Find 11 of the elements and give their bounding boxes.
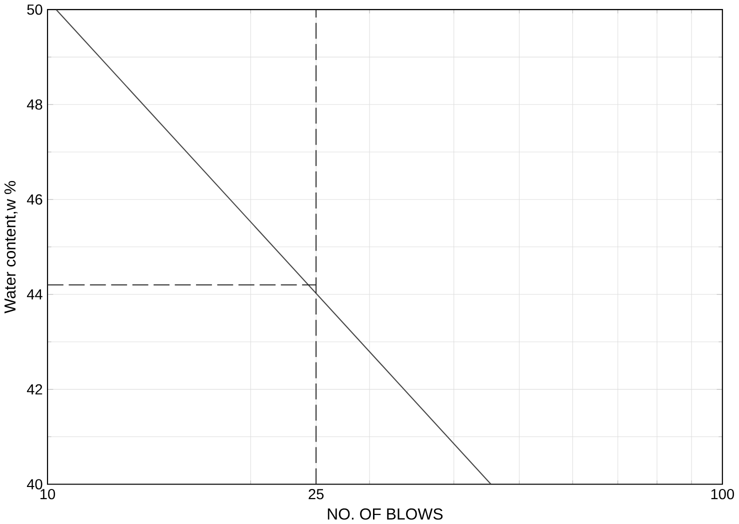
y-tick-label: 50 [27, 4, 42, 15]
x-tick-label: 100 [711, 488, 734, 500]
x-axis-title: NO. OF BLOWS [328, 508, 443, 520]
y-axis-title: Water content,w % [4, 181, 18, 314]
x-tick-label: 25 [308, 488, 324, 500]
y-tick-label: 46 [26, 194, 42, 205]
y-tick-label: 40 [26, 479, 42, 490]
y-tick-label: 42 [26, 384, 42, 394]
x-tick-label: 10 [40, 488, 56, 500]
y-tick-label: 44 [26, 289, 42, 300]
y-tick-label: 48 [26, 99, 42, 110]
